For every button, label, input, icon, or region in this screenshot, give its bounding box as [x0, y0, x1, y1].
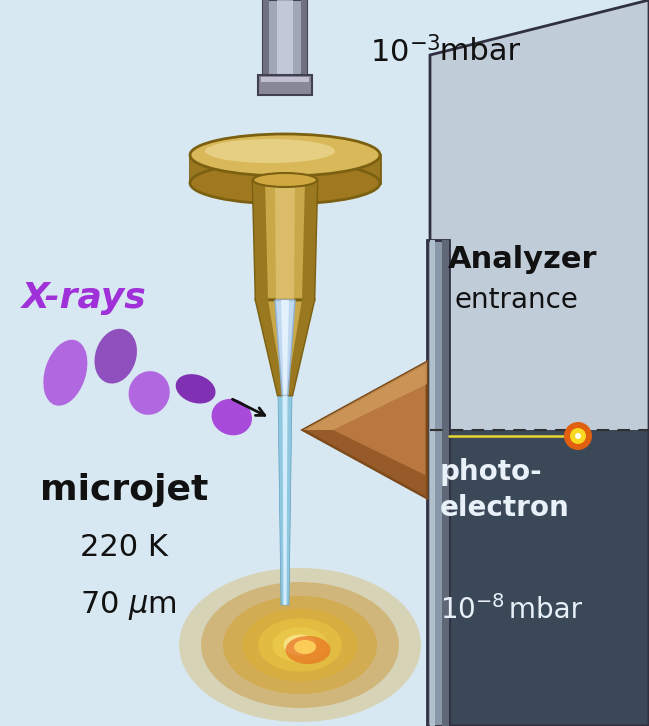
Bar — [442, 240, 449, 726]
Text: 70 $\mu$m: 70 $\mu$m — [80, 590, 177, 622]
Circle shape — [564, 422, 592, 450]
Bar — [427, 240, 449, 726]
Ellipse shape — [286, 636, 330, 664]
Text: Analyzer: Analyzer — [448, 245, 598, 274]
Circle shape — [575, 433, 581, 439]
Polygon shape — [275, 300, 295, 395]
Ellipse shape — [294, 640, 316, 654]
Ellipse shape — [190, 134, 380, 176]
Bar — [258, 75, 312, 95]
Text: entrance: entrance — [455, 286, 579, 314]
Bar — [360, 155, 380, 183]
Ellipse shape — [273, 627, 328, 663]
Polygon shape — [278, 395, 292, 605]
Polygon shape — [286, 300, 314, 395]
Ellipse shape — [223, 596, 377, 694]
Text: microjet: microjet — [40, 473, 208, 507]
Polygon shape — [302, 180, 317, 300]
Polygon shape — [256, 300, 314, 395]
Polygon shape — [430, 430, 649, 726]
Ellipse shape — [212, 399, 252, 436]
Bar — [263, 0, 307, 90]
Ellipse shape — [179, 568, 421, 722]
Ellipse shape — [95, 329, 137, 383]
Bar — [190, 155, 210, 183]
Bar — [263, 0, 269, 90]
Polygon shape — [303, 430, 427, 498]
Text: photo-
electron: photo- electron — [440, 457, 570, 523]
Polygon shape — [303, 362, 427, 498]
Ellipse shape — [129, 371, 170, 415]
Text: mbar: mbar — [500, 596, 582, 624]
Polygon shape — [282, 395, 288, 605]
Polygon shape — [275, 180, 295, 300]
Ellipse shape — [205, 139, 335, 163]
Bar — [277, 0, 293, 90]
Text: $10^{-3}$: $10^{-3}$ — [370, 36, 441, 68]
Ellipse shape — [253, 173, 317, 187]
Text: $10^{-8}$: $10^{-8}$ — [440, 595, 505, 625]
Ellipse shape — [43, 340, 88, 406]
Bar — [190, 155, 380, 183]
Ellipse shape — [258, 619, 342, 672]
Bar — [261, 77, 309, 82]
Polygon shape — [281, 300, 289, 395]
Bar — [430, 240, 435, 726]
Ellipse shape — [284, 635, 317, 656]
Polygon shape — [303, 362, 427, 430]
Bar — [301, 0, 307, 90]
Polygon shape — [256, 300, 284, 395]
Text: mbar: mbar — [430, 38, 520, 67]
Ellipse shape — [176, 374, 215, 404]
Ellipse shape — [190, 162, 380, 204]
Polygon shape — [430, 0, 649, 430]
Text: 220 K: 220 K — [80, 534, 168, 563]
Polygon shape — [253, 180, 268, 300]
Ellipse shape — [201, 582, 399, 708]
Polygon shape — [253, 180, 317, 300]
Text: X-rays: X-rays — [22, 281, 147, 315]
Circle shape — [570, 428, 586, 444]
Ellipse shape — [243, 608, 357, 682]
